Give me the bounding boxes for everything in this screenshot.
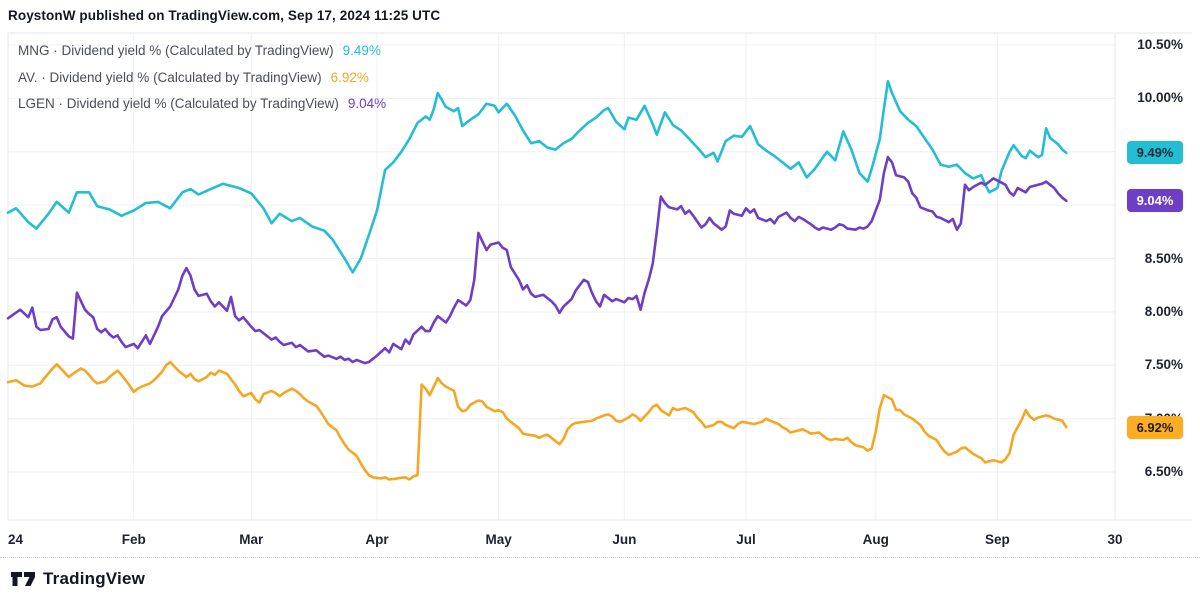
x-tick-jun: Jun bbox=[612, 532, 637, 547]
legend-item-av: AV. · Dividend yield % (Calculated by Tr… bbox=[18, 65, 386, 92]
legend-label: LGEN · Dividend yield % (Calculated by T… bbox=[18, 96, 339, 111]
y-tick-7-50: 7.50% bbox=[1144, 357, 1183, 373]
y-tick-10-50: 10.50% bbox=[1137, 37, 1183, 52]
last-value-badge-mng: 9.49% bbox=[1127, 141, 1183, 165]
legend-item-mng: MNG · Dividend yield % (Calculated by Tr… bbox=[18, 38, 386, 65]
x-tick-24: 24 bbox=[8, 532, 24, 547]
x-tick-jul: Jul bbox=[736, 532, 756, 547]
tradingview-brand-text: TradingView bbox=[43, 569, 146, 588]
last-value-badge-lgen: 9.04% bbox=[1127, 189, 1183, 213]
x-tick-apr: Apr bbox=[365, 532, 389, 547]
x-tick-aug: Aug bbox=[862, 532, 889, 547]
x-tick-sep: Sep bbox=[985, 532, 1010, 547]
x-tick-mar: Mar bbox=[239, 532, 264, 547]
x-tick-30: 30 bbox=[1107, 532, 1123, 547]
last-value-badge-av: 6.92% bbox=[1127, 415, 1183, 439]
chart-region: MNG · Dividend yield % (Calculated by Tr… bbox=[6, 32, 1192, 547]
y-tick-10-00: 10.00% bbox=[1137, 90, 1183, 106]
x-tick-may: May bbox=[485, 532, 512, 547]
legend-item-lgen: LGEN · Dividend yield % (Calculated by T… bbox=[18, 91, 386, 118]
tradingview-attribution[interactable]: TradingView bbox=[10, 566, 145, 592]
x-tick-feb: Feb bbox=[121, 532, 146, 547]
plot-canvas bbox=[6, 32, 1192, 521]
footer-separator bbox=[0, 557, 1200, 558]
legend-label: MNG · Dividend yield % (Calculated by Tr… bbox=[18, 43, 334, 58]
legend-value: 9.04% bbox=[347, 96, 387, 111]
y-tick-8-00: 8.00% bbox=[1144, 303, 1183, 319]
legend-value: 9.49% bbox=[342, 43, 381, 58]
tradingview-logo-icon bbox=[11, 572, 35, 586]
legend-value: 6.92% bbox=[330, 69, 369, 85]
y-tick-8-50: 8.50% bbox=[1144, 250, 1183, 266]
y-tick-6-50: 6.50% bbox=[1144, 464, 1183, 479]
legend: MNG · Dividend yield % (Calculated by Tr… bbox=[18, 38, 386, 118]
legend-label: AV. · Dividend yield % (Calculated by Tr… bbox=[18, 69, 322, 85]
publish-attribution: RoystonW published on TradingView.com, S… bbox=[8, 8, 441, 23]
